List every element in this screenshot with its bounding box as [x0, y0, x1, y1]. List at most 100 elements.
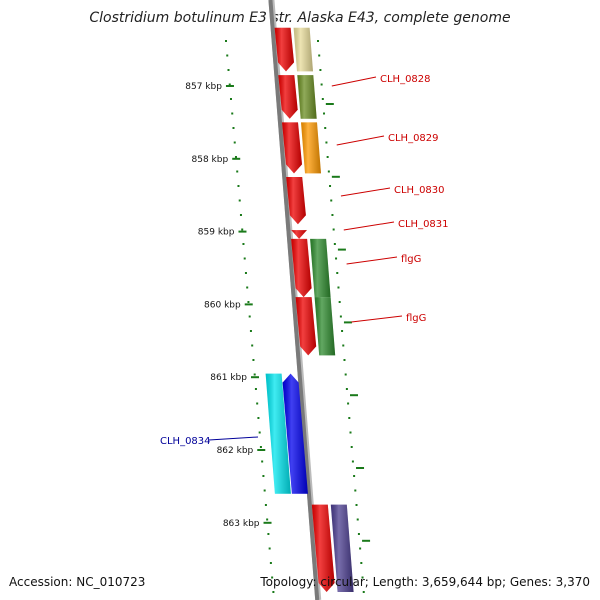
left-tick-dot: [244, 272, 247, 274]
feature-shading: [274, 27, 294, 72]
feature-shading: [297, 75, 317, 119]
scale-label: 859 kbp: [198, 228, 235, 238]
left-tick-dot: [268, 547, 271, 550]
right-tick-dot: [355, 504, 358, 506]
left-tick-dot: [246, 286, 249, 289]
feature-shading: [295, 297, 317, 356]
right-tick-dot: [361, 576, 364, 579]
feature-shading: [301, 122, 321, 174]
scale-label: 861 kbp: [210, 373, 247, 383]
left-tick-dot: [266, 518, 269, 521]
label-leader: [343, 221, 395, 231]
right-tick-dot: [336, 272, 339, 274]
right-tick-dot: [350, 446, 353, 448]
feature-shading: [293, 27, 313, 72]
scale-label: 857 kbp: [185, 82, 222, 92]
right-tick-dot: [357, 533, 360, 535]
left-tick-dot: [248, 315, 251, 318]
right-tick-dot: [318, 54, 321, 57]
feature-shading: [286, 177, 306, 225]
left-tick-dot: [264, 504, 267, 506]
right-tick-dot: [327, 170, 330, 173]
scale-label: 860 kbp: [204, 300, 241, 310]
right-tick-dot: [320, 83, 323, 86]
right-tick-dot: [333, 243, 336, 245]
left-tick-dot: [237, 185, 240, 187]
gene-label: CLH_0831: [398, 219, 449, 230]
right-tick-dot: [326, 156, 329, 158]
scale-label: 858 kbp: [192, 155, 229, 165]
feature-shading: [282, 122, 302, 174]
right-tick-dot: [321, 98, 324, 100]
feature-shading: [290, 229, 308, 239]
right-tick-dot: [347, 402, 350, 405]
left-tick-dot: [238, 199, 241, 202]
genome-summary: Topology: circular; Length: 3,659,644 bp…: [260, 575, 590, 589]
left-tick-dot: [236, 170, 239, 173]
feature-shading: [278, 75, 298, 119]
left-tick-dot: [247, 301, 250, 303]
label-leader: [331, 76, 377, 87]
left-tick-dot: [269, 562, 272, 564]
right-tick-dot: [351, 460, 354, 463]
gene-label: flgG: [406, 313, 426, 324]
left-tick-dot: [262, 475, 265, 477]
feature-shading: [311, 504, 335, 592]
right-tick-dot: [354, 489, 357, 492]
map-title: Clostridium botulinum E3 str. Alaska E43…: [89, 10, 511, 26]
right-tick-dot: [353, 475, 356, 477]
left-tick-dot: [228, 83, 231, 86]
right-tick-dot: [319, 69, 322, 71]
right-tick-dot: [332, 228, 335, 231]
gene-label: CLH_0830: [394, 185, 445, 196]
accession-text: Accession: NC_010723: [9, 575, 146, 589]
left-tick-dot: [258, 431, 261, 434]
label-leader: [340, 187, 391, 197]
right-tick-dot: [323, 112, 326, 115]
left-tick-dot: [241, 228, 244, 231]
scale-label: 863 kbp: [223, 519, 260, 529]
gene-label: CLH_0828: [380, 74, 431, 85]
left-tick-dot: [272, 591, 275, 593]
left-tick-dot: [226, 54, 229, 57]
left-tick-dot: [263, 489, 266, 492]
left-tick-dot: [251, 344, 254, 347]
feature-shading: [282, 373, 308, 494]
feature-shading: [310, 238, 331, 298]
left-tick-dot: [227, 69, 230, 71]
right-tick-dot: [356, 518, 359, 521]
left-tick-dot: [249, 330, 252, 332]
right-tick-dot: [343, 359, 346, 361]
label-leader: [336, 135, 385, 146]
left-tick-dot: [243, 257, 246, 260]
left-tick-dot: [225, 40, 227, 42]
left-tick-dot: [229, 98, 232, 100]
label-leader: [208, 436, 259, 441]
feature-shading: [330, 504, 354, 592]
left-tick-dot: [232, 127, 235, 129]
right-tick-dot: [342, 344, 345, 347]
right-tick-dot: [338, 301, 341, 303]
right-tick-dot: [359, 547, 362, 550]
left-tick-dot: [231, 112, 234, 115]
right-tick-dot: [344, 373, 347, 376]
right-tick-dot: [339, 315, 342, 318]
right-tick-dot: [349, 431, 352, 434]
backbone-line: [268, 0, 320, 600]
gene-label: CLH_0834: [160, 436, 211, 447]
gene-label: flgG: [401, 254, 421, 265]
left-tick-dot: [254, 388, 257, 390]
left-tick-dot: [261, 460, 264, 463]
scale-label: 862 kbp: [217, 446, 254, 456]
right-tick-dot: [341, 330, 344, 332]
right-tick-dot: [345, 388, 348, 390]
left-tick-dot: [257, 417, 260, 419]
feature-shading: [265, 373, 291, 494]
right-tick-dot: [335, 257, 338, 260]
right-tick-dot: [325, 141, 328, 144]
features: [265, 27, 354, 592]
feature-shading: [314, 297, 336, 356]
left-tick-dot: [256, 402, 259, 405]
